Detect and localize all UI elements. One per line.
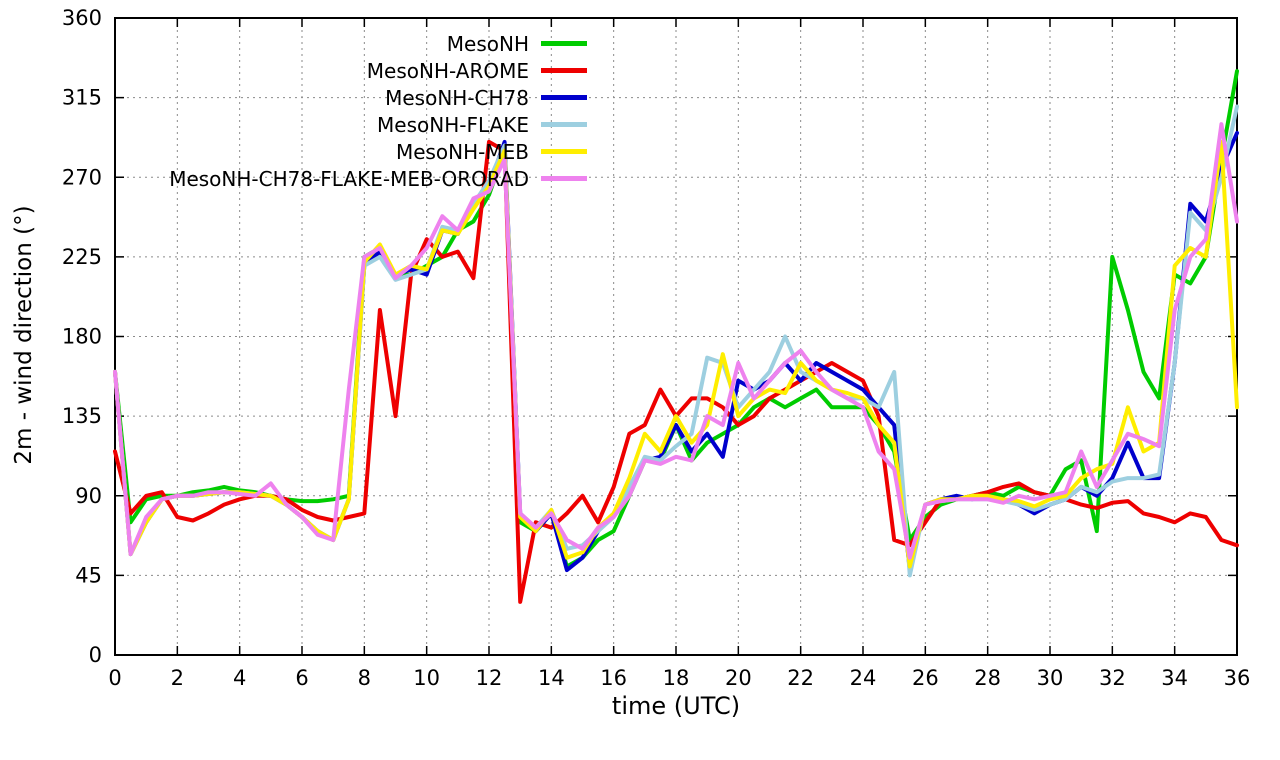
- y-tick-label: 315: [62, 86, 102, 110]
- y-tick-label: 180: [62, 325, 102, 349]
- x-tick-label: 28: [974, 666, 1001, 690]
- legend-label: MesoNH: [446, 31, 529, 56]
- legend-swatch: [541, 122, 587, 127]
- x-tick-label: 6: [295, 666, 308, 690]
- x-axis-title: time (UTC): [611, 692, 741, 720]
- x-tick-label: 36: [1224, 666, 1251, 690]
- legend-label: MesoNH-AROME: [366, 58, 529, 83]
- series-line-MesoNH-CH78-FLAKE-MEB-ORORAD: [113, 122, 1239, 560]
- legend-label: MesoNH-CH78-FLAKE-MEB-ORORAD: [169, 166, 529, 191]
- legend-item: MesoNH-CH78-FLAKE-MEB-ORORAD: [95, 165, 587, 192]
- x-tick-label: 18: [663, 666, 690, 690]
- y-tick-label: 135: [62, 404, 102, 428]
- x-tick-label: 4: [233, 666, 246, 690]
- legend-label: MesoNH-FLAKE: [377, 112, 529, 137]
- x-tick-label: 0: [108, 666, 121, 690]
- y-tick-label: 225: [62, 245, 102, 269]
- legend: MesoNH MesoNH-AROME MesoNH-CH78 MesoNH-FLAK…: [95, 30, 587, 192]
- x-tick-label: 2: [171, 666, 184, 690]
- legend-swatch: [541, 41, 587, 46]
- x-tick-label: 32: [1099, 666, 1126, 690]
- y-tick-label: 0: [89, 643, 102, 667]
- legend-item: MesoNH: [95, 30, 587, 57]
- y-tick-label: 270: [62, 165, 102, 189]
- y-axis-title: 2m - wind direction (°): [11, 205, 37, 465]
- y-tick-label: 360: [62, 6, 102, 30]
- legend-swatch: [541, 149, 587, 154]
- legend-swatch: [541, 68, 587, 73]
- legend-item: MesoNH-FLAKE: [95, 111, 587, 138]
- legend-label: MesoNH-MEB: [395, 139, 529, 164]
- x-tick-label: 34: [1161, 666, 1188, 690]
- x-tick-label: 22: [787, 666, 814, 690]
- x-tick-label: 8: [358, 666, 371, 690]
- y-tick-label: 45: [75, 563, 102, 587]
- x-tick-label: 12: [476, 666, 503, 690]
- x-tick-label: 16: [600, 666, 627, 690]
- x-tick-label: 20: [725, 666, 752, 690]
- legend-item: MesoNH-CH78: [95, 84, 587, 111]
- legend-item: MesoNH-MEB: [95, 138, 587, 165]
- y-tick-label: 90: [75, 484, 102, 508]
- legend-swatch: [541, 95, 587, 100]
- legend-label: MesoNH-CH78: [385, 85, 529, 110]
- x-tick-label: 26: [912, 666, 939, 690]
- x-tick-label: 14: [538, 666, 565, 690]
- legend-swatch: [541, 176, 587, 181]
- x-tick-label: 24: [850, 666, 877, 690]
- x-tick-label: 10: [413, 666, 440, 690]
- x-tick-label: 30: [1037, 666, 1064, 690]
- legend-item: MesoNH-AROME: [95, 57, 587, 84]
